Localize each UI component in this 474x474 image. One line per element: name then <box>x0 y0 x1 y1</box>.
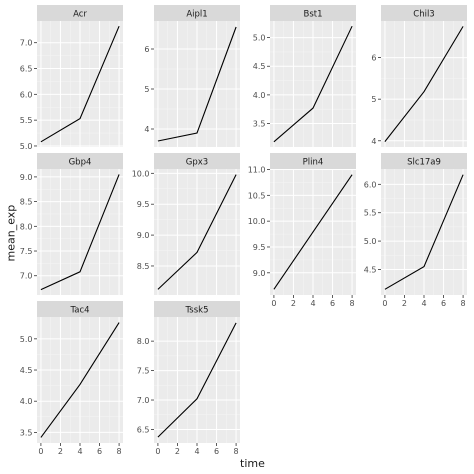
y-tick-label: 7.0 <box>20 39 33 48</box>
y-tick-label: 9.5 <box>253 243 266 252</box>
y-tick-label: 5.5 <box>364 209 377 218</box>
x-tick-label: 2 <box>58 447 63 456</box>
facet-strip <box>381 153 467 169</box>
x-tick-label: 4 <box>421 299 426 308</box>
y-tick-label: 8.5 <box>137 262 150 271</box>
y-tick-label: 9.0 <box>253 269 266 278</box>
facet-title: Gpx3 <box>186 158 208 168</box>
x-tick-label: 6 <box>330 299 335 308</box>
x-tick-label: 0 <box>38 447 43 456</box>
facet-strip <box>154 153 240 169</box>
series-line-slc17a9 <box>384 174 464 290</box>
x-tick-label: 8 <box>234 447 239 456</box>
y-tick-label: 5.0 <box>20 335 33 344</box>
y-tick-label: 10.0 <box>132 169 150 178</box>
x-tick-label: 4 <box>194 447 199 456</box>
x-tick-label: 6 <box>214 447 219 456</box>
facet-title: Chil3 <box>413 10 434 20</box>
series-line-tssk5 <box>157 322 237 438</box>
series-line-acr <box>40 25 120 143</box>
y-tick-label: 9.0 <box>20 173 33 182</box>
facet-strip <box>154 5 240 21</box>
y-tick-label: 6 <box>144 45 149 54</box>
x-tick-label: 8 <box>461 299 466 308</box>
y-tick-label: 6.0 <box>20 90 33 99</box>
y-tick-label: 6.5 <box>20 65 33 74</box>
x-tick-label: 2 <box>175 447 180 456</box>
y-tick-label: 9.5 <box>137 200 150 209</box>
facet-title: Acr <box>73 10 87 20</box>
series-line-gbp4 <box>40 174 120 291</box>
facet-title: Gbp4 <box>69 158 92 168</box>
y-tick-label: 7.5 <box>137 367 150 376</box>
series-line-plin4 <box>273 174 353 290</box>
y-tick-label: 6.5 <box>137 425 150 434</box>
y-tick-label: 8.0 <box>137 337 150 346</box>
x-tick-label: 0 <box>382 299 387 308</box>
y-tick-label: 5 <box>371 95 376 104</box>
y-tick-label: 6.0 <box>364 180 377 189</box>
series-line-aipl1 <box>157 26 237 142</box>
y-tick-label: 7.5 <box>20 247 33 256</box>
y-tick-label: 4.5 <box>20 366 33 375</box>
y-tick-label: 4.0 <box>253 91 266 100</box>
y-tick-label: 8.0 <box>20 222 33 231</box>
x-tick-label: 2 <box>402 299 407 308</box>
y-tick-label: 8.5 <box>20 198 33 207</box>
facet-strip <box>381 5 467 21</box>
y-tick-label: 4.5 <box>364 265 377 274</box>
facet-title: Aipl1 <box>186 10 207 20</box>
y-tick-label: 11.0 <box>248 166 266 175</box>
series-line-tac4 <box>40 322 120 438</box>
facet-strip <box>37 301 123 317</box>
x-tick-label: 6 <box>441 299 446 308</box>
x-axis-title: time <box>240 457 265 470</box>
x-tick-label: 4 <box>310 299 315 308</box>
x-tick-label: 0 <box>155 447 160 456</box>
y-tick-label: 3.5 <box>253 120 266 129</box>
facet-strip <box>37 5 123 21</box>
y-tick-label: 3.5 <box>20 428 33 437</box>
facet-strip <box>270 5 356 21</box>
facet-title: Tssk5 <box>185 306 209 316</box>
y-tick-label: 6 <box>371 54 376 63</box>
x-tick-label: 8 <box>350 299 355 308</box>
series-line-chil3 <box>384 26 464 142</box>
y-axis-title: mean_exp <box>4 204 18 262</box>
facet-strip <box>270 153 356 169</box>
x-tick-label: 8 <box>117 447 122 456</box>
y-tick-label: 10.0 <box>248 217 266 226</box>
y-tick-label: 9.0 <box>137 231 150 240</box>
facet-title: Bst1 <box>303 10 322 20</box>
facet-strip <box>154 301 240 317</box>
facet-title: Plin4 <box>303 158 324 168</box>
y-tick-label: 4.0 <box>20 397 33 406</box>
y-tick-label: 5.5 <box>20 116 33 125</box>
series-line-gpx3 <box>157 174 237 290</box>
y-tick-label: 7.0 <box>20 272 33 281</box>
y-tick-label: 4 <box>144 125 149 134</box>
y-tick-label: 10.5 <box>248 191 266 200</box>
y-tick-label: 7.0 <box>137 396 150 405</box>
x-tick-label: 2 <box>291 299 296 308</box>
y-tick-label: 5.0 <box>364 237 377 246</box>
facet-strip <box>37 153 123 169</box>
x-tick-label: 4 <box>77 447 82 456</box>
y-tick-label: 5.0 <box>253 34 266 43</box>
x-tick-label: 6 <box>97 447 102 456</box>
y-tick-label: 5 <box>144 85 149 94</box>
facet-title: Slc17a9 <box>407 158 441 168</box>
x-tick-label: 0 <box>271 299 276 308</box>
series-line-bst1 <box>273 25 353 143</box>
y-tick-label: 4 <box>371 137 376 146</box>
y-tick-label: 4.5 <box>253 62 266 71</box>
facet-title: Tac4 <box>69 306 89 316</box>
y-tick-label: 5.0 <box>20 142 33 151</box>
